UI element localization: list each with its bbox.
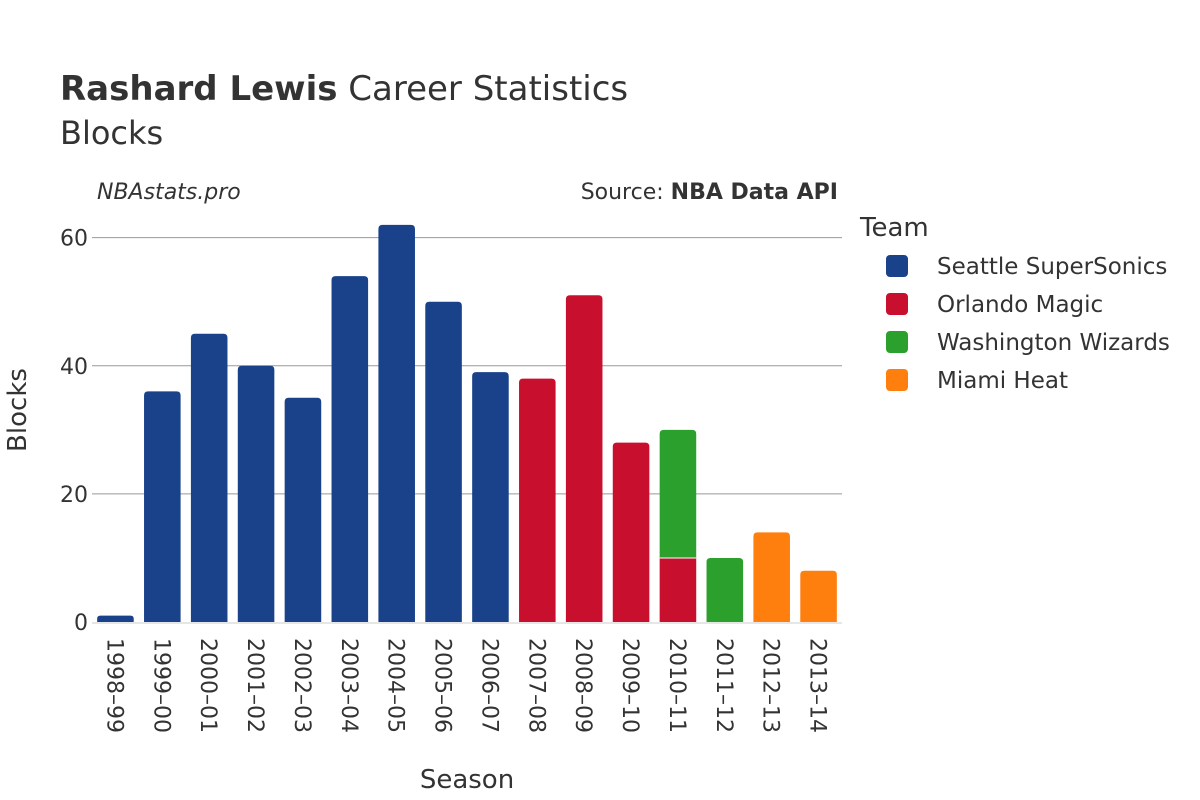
bar-seattle-supersonics bbox=[378, 224, 415, 622]
x-tick-label: 2007–08 bbox=[523, 638, 548, 733]
bar-seattle-supersonics bbox=[472, 372, 509, 622]
y-tick-labels: 0 20 40 60 bbox=[60, 227, 88, 636]
legend-swatch bbox=[886, 369, 908, 391]
bar-washington-wizards bbox=[659, 429, 697, 558]
y-tick-label: 40 bbox=[60, 355, 88, 380]
legend: Seattle SuperSonics Orlando Magic Washingt… bbox=[886, 254, 1170, 394]
x-axis-title: Season bbox=[420, 765, 514, 795]
legend-swatch bbox=[886, 331, 908, 353]
source-name: NBA Data API bbox=[671, 180, 838, 205]
x-tick-label: 2012–13 bbox=[758, 638, 783, 733]
x-tick-label: 1999–00 bbox=[148, 638, 173, 733]
x-tick-label: 2000–01 bbox=[195, 638, 220, 733]
chart-subtitle: Blocks bbox=[60, 114, 163, 152]
bar-orlando-magic bbox=[565, 295, 603, 622]
legend-label: Washington Wizards bbox=[937, 330, 1170, 356]
x-tick-label: 2011–12 bbox=[711, 638, 736, 733]
y-tick-label: 20 bbox=[60, 483, 88, 508]
bar-seattle-supersonics bbox=[144, 391, 181, 622]
x-tick-label: 2004–05 bbox=[383, 638, 408, 733]
x-tick-label: 2006–07 bbox=[476, 638, 501, 733]
title-rest: Career Statistics bbox=[337, 69, 628, 109]
bar-seattle-supersonics bbox=[331, 276, 369, 622]
x-tick-label: 2009–10 bbox=[617, 638, 642, 733]
bar-seattle-supersonics bbox=[97, 615, 134, 622]
x-tick-label: 2013–14 bbox=[805, 638, 830, 733]
x-tick-label: 2001–02 bbox=[242, 638, 267, 733]
x-tick-label: 2002–03 bbox=[289, 638, 314, 733]
bar-seattle-supersonics bbox=[284, 397, 322, 622]
watermark-text: NBAstats.pro bbox=[97, 180, 241, 205]
y-tick-label: 60 bbox=[60, 227, 88, 252]
bar-orlando-magic bbox=[519, 378, 556, 622]
legend-swatch bbox=[886, 255, 908, 277]
bar-orlando-magic bbox=[612, 442, 650, 622]
legend-title: Team bbox=[859, 213, 929, 243]
legend-swatch bbox=[886, 293, 908, 315]
bar-seattle-supersonics bbox=[190, 333, 228, 622]
x-tick-labels: 1998–99 1999–00 2000–01 2001–02 2002–03 2003–… bbox=[101, 638, 829, 733]
y-axis-title: Blocks bbox=[3, 368, 33, 452]
bar-miami-heat bbox=[753, 532, 790, 622]
title-player-name: Rashard Lewis bbox=[60, 69, 337, 109]
legend-label: Miami Heat bbox=[937, 368, 1068, 394]
bars bbox=[97, 224, 837, 622]
bar-miami-heat bbox=[800, 570, 837, 622]
bar-orlando-magic bbox=[659, 557, 697, 622]
y-tick-label: 0 bbox=[74, 611, 88, 636]
source-prefix: Source: bbox=[581, 180, 671, 205]
x-tick-label: 2005–06 bbox=[430, 638, 455, 733]
x-tick-label: 2010–11 bbox=[664, 638, 689, 733]
bar-seattle-supersonics bbox=[237, 365, 275, 622]
legend-label: Seattle SuperSonics bbox=[937, 254, 1167, 280]
bar-seattle-supersonics bbox=[425, 301, 462, 622]
source-text: Source: NBA Data API bbox=[581, 180, 838, 205]
x-tick-label: 1998–99 bbox=[101, 638, 126, 733]
legend-label: Orlando Magic bbox=[937, 292, 1103, 318]
bar-washington-wizards bbox=[706, 557, 744, 622]
x-tick-label: 2008–09 bbox=[570, 638, 595, 733]
chart-title: Rashard Lewis Career Statistics bbox=[60, 69, 628, 109]
x-tick-label: 2003–04 bbox=[336, 638, 361, 733]
